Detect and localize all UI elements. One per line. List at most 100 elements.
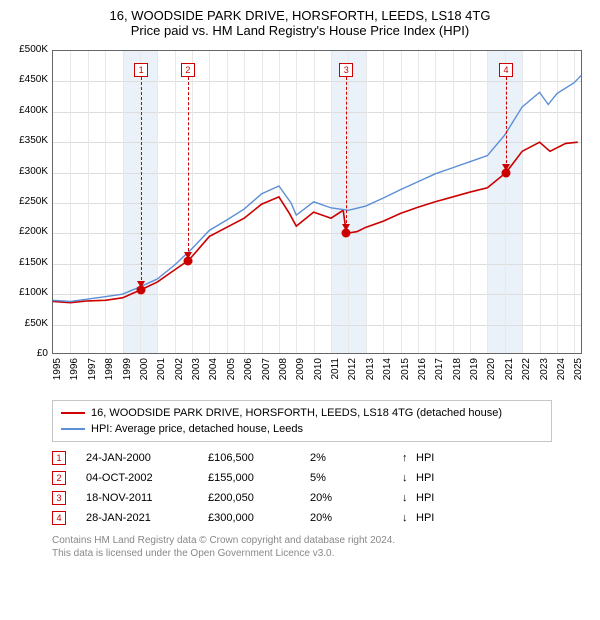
chart-title: 16, WOODSIDE PARK DRIVE, HORSFORTH, LEED… bbox=[8, 8, 592, 23]
y-axis-label: £100K bbox=[8, 287, 48, 298]
x-axis-label: 2013 bbox=[365, 358, 376, 388]
x-axis-label: 2025 bbox=[573, 358, 584, 388]
event-price: £200,050 bbox=[208, 488, 308, 508]
event-arrow: ↓ bbox=[402, 488, 414, 508]
event-pct: 20% bbox=[310, 488, 400, 508]
event-date: 24-JAN-2000 bbox=[86, 448, 206, 468]
x-axis-label: 2009 bbox=[295, 358, 306, 388]
event-marker-1: 1 bbox=[134, 63, 148, 77]
event-num-box: 3 bbox=[52, 491, 66, 505]
event-marker-4: 4 bbox=[499, 63, 513, 77]
event-row: 2 04-OCT-2002£155,0005%↓HPI bbox=[52, 468, 552, 488]
event-dot bbox=[342, 229, 351, 238]
x-axis-label: 2002 bbox=[174, 358, 185, 388]
event-dash bbox=[346, 77, 347, 228]
x-axis-label: 2001 bbox=[156, 358, 167, 388]
event-price: £106,500 bbox=[208, 448, 308, 468]
y-axis-label: £500K bbox=[8, 44, 48, 55]
event-dash bbox=[506, 77, 507, 168]
y-axis-label: £150K bbox=[8, 257, 48, 268]
plot-area: 1 2 3 4 bbox=[52, 50, 582, 354]
legend-swatch-hpi bbox=[61, 428, 85, 430]
y-axis-label: £400K bbox=[8, 105, 48, 116]
event-num-box: 2 bbox=[52, 471, 66, 485]
x-axis-label: 2007 bbox=[261, 358, 272, 388]
legend-swatch-property bbox=[61, 412, 85, 414]
event-row: 3 18-NOV-2011£200,05020%↓HPI bbox=[52, 488, 552, 508]
footer-line1: Contains HM Land Registry data © Crown c… bbox=[52, 534, 592, 547]
x-axis-label: 2018 bbox=[452, 358, 463, 388]
footer-attribution: Contains HM Land Registry data © Crown c… bbox=[52, 534, 592, 560]
event-pct: 2% bbox=[310, 448, 400, 468]
line-series bbox=[53, 51, 581, 353]
chart-area: 1 2 3 4 £0 £50K £100K £150K £200K £250K £300K £350… bbox=[8, 44, 592, 394]
x-axis-label: 2014 bbox=[382, 358, 393, 388]
event-dash bbox=[141, 77, 142, 285]
series-hpi bbox=[53, 75, 581, 301]
x-axis-label: 2004 bbox=[208, 358, 219, 388]
footer-line2: This data is licensed under the Open Gov… bbox=[52, 547, 592, 560]
x-axis-label: 2011 bbox=[330, 358, 341, 388]
event-dot bbox=[137, 286, 146, 295]
event-label: HPI bbox=[416, 468, 552, 488]
y-axis-label: £350K bbox=[8, 135, 48, 146]
event-dash bbox=[188, 77, 189, 256]
x-axis-label: 1995 bbox=[52, 358, 63, 388]
event-num-box: 1 bbox=[52, 451, 66, 465]
y-axis-label: £450K bbox=[8, 74, 48, 85]
event-label: HPI bbox=[416, 488, 552, 508]
event-date: 04-OCT-2002 bbox=[86, 468, 206, 488]
x-axis-label: 2023 bbox=[539, 358, 550, 388]
x-axis-label: 2015 bbox=[400, 358, 411, 388]
event-dot bbox=[502, 168, 511, 177]
x-axis-label: 2019 bbox=[469, 358, 480, 388]
x-axis-label: 2008 bbox=[278, 358, 289, 388]
event-label: HPI bbox=[416, 508, 552, 528]
x-axis-label: 1997 bbox=[87, 358, 98, 388]
legend-label-hpi: HPI: Average price, detached house, Leed… bbox=[91, 421, 303, 437]
x-axis-label: 1998 bbox=[104, 358, 115, 388]
y-axis-label: £300K bbox=[8, 166, 48, 177]
y-axis-label: £200K bbox=[8, 226, 48, 237]
chart-subtitle: Price paid vs. HM Land Registry's House … bbox=[8, 23, 592, 38]
event-label: HPI bbox=[416, 448, 552, 468]
x-axis-label: 2021 bbox=[504, 358, 515, 388]
x-axis-label: 2022 bbox=[521, 358, 532, 388]
series-property bbox=[53, 142, 578, 303]
event-date: 18-NOV-2011 bbox=[86, 488, 206, 508]
x-axis-label: 2003 bbox=[191, 358, 202, 388]
x-axis-label: 2005 bbox=[226, 358, 237, 388]
x-axis-label: 2006 bbox=[243, 358, 254, 388]
x-axis-label: 2024 bbox=[556, 358, 567, 388]
event-arrow: ↑ bbox=[402, 448, 414, 468]
events-table: 124-JAN-2000£106,5002%↑HPI204-OCT-2002£1… bbox=[52, 448, 552, 528]
event-arrow: ↓ bbox=[402, 508, 414, 528]
event-price: £155,000 bbox=[208, 468, 308, 488]
legend-row-hpi: HPI: Average price, detached house, Leed… bbox=[61, 421, 543, 437]
event-row: 1 24-JAN-2000£106,5002%↑HPI bbox=[52, 448, 552, 468]
event-num-box: 4 bbox=[52, 511, 66, 525]
event-marker-2: 2 bbox=[181, 63, 195, 77]
x-axis-label: 2000 bbox=[139, 358, 150, 388]
event-price: £300,000 bbox=[208, 508, 308, 528]
x-axis-label: 2012 bbox=[347, 358, 358, 388]
chart-container: 16, WOODSIDE PARK DRIVE, HORSFORTH, LEED… bbox=[0, 0, 600, 568]
x-axis-label: 2020 bbox=[486, 358, 497, 388]
event-marker-3: 3 bbox=[339, 63, 353, 77]
event-date: 28-JAN-2021 bbox=[86, 508, 206, 528]
legend-box: 16, WOODSIDE PARK DRIVE, HORSFORTH, LEED… bbox=[52, 400, 552, 442]
y-axis-label: £250K bbox=[8, 196, 48, 207]
x-axis-label: 1996 bbox=[69, 358, 80, 388]
y-axis-label: £50K bbox=[8, 318, 48, 329]
x-axis-label: 2017 bbox=[434, 358, 445, 388]
event-row: 4 28-JAN-2021£300,00020%↓HPI bbox=[52, 508, 552, 528]
legend-row-property: 16, WOODSIDE PARK DRIVE, HORSFORTH, LEED… bbox=[61, 405, 543, 421]
y-axis-label: £0 bbox=[8, 348, 48, 359]
x-axis-label: 2010 bbox=[313, 358, 324, 388]
event-pct: 5% bbox=[310, 468, 400, 488]
event-dot bbox=[183, 256, 192, 265]
event-pct: 20% bbox=[310, 508, 400, 528]
event-arrow: ↓ bbox=[402, 468, 414, 488]
x-axis-label: 2016 bbox=[417, 358, 428, 388]
legend-label-property: 16, WOODSIDE PARK DRIVE, HORSFORTH, LEED… bbox=[91, 405, 502, 421]
